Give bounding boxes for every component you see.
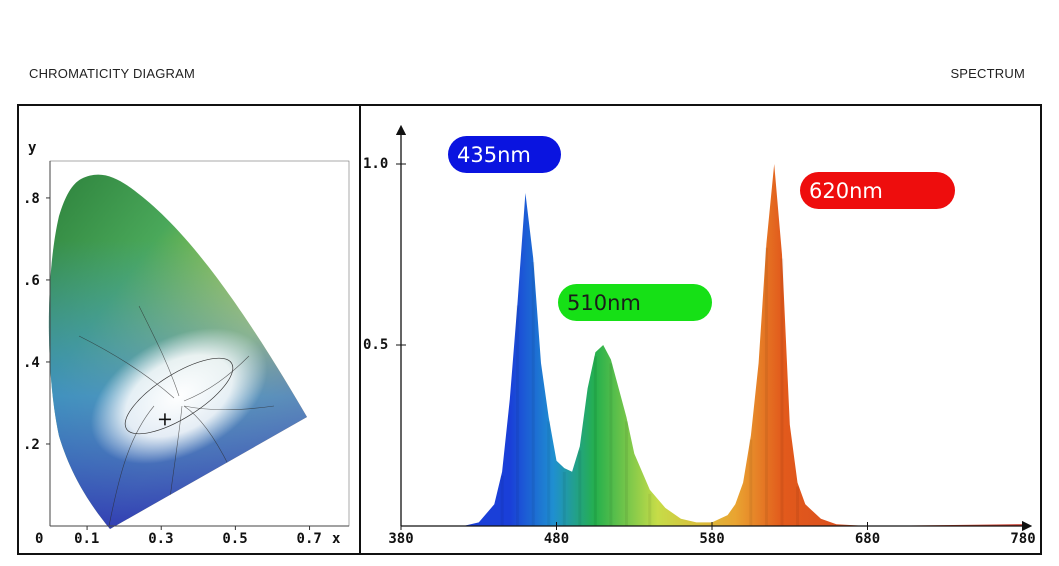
cie-x-tick-label: 0 bbox=[35, 531, 43, 547]
chromaticity-title: CHROMATICITY DIAGRAM bbox=[29, 66, 196, 81]
spectrum-y-tick-label: 1.0 bbox=[363, 156, 388, 172]
spectrum-curve bbox=[401, 164, 1023, 526]
cie-x-axis-letter: x bbox=[332, 531, 341, 547]
cie-y-tick-label: .4 bbox=[23, 355, 40, 371]
peak-label-blue: 435nm bbox=[448, 136, 561, 173]
cie-y-tick-label: .6 bbox=[23, 273, 40, 289]
cie-y-tick-label: .8 bbox=[23, 191, 40, 207]
spectrum-title: SPECTRUM bbox=[950, 66, 1025, 81]
spectrum-area bbox=[401, 164, 1023, 526]
cie-y-tick-label: .2 bbox=[23, 437, 40, 453]
cie-x-tick-label: 0.3 bbox=[148, 531, 173, 547]
spectrum-x-tick-labels: 380 480 580 680 780 bbox=[388, 522, 1036, 547]
spectrum-y-tick-label: 0.5 bbox=[363, 337, 388, 353]
spectrum-x-tick-label: 380 bbox=[388, 531, 413, 547]
cie-tick-labels: y .8 .6 .4 .2 0 0.1 0.3 0.5 0.7 x bbox=[23, 140, 341, 547]
cie-y-axis-letter: y bbox=[28, 140, 37, 156]
chromaticity-panel: y .8 .6 .4 .2 0 0.1 0.3 0.5 0.7 x bbox=[17, 104, 361, 555]
cie-x-tick-label: 0.5 bbox=[222, 531, 247, 547]
spectrum-axes bbox=[395, 124, 1033, 532]
peak-label-red: 620nm bbox=[800, 172, 955, 209]
spectrum-x-tick-label: 780 bbox=[1010, 531, 1035, 547]
cie-ticks bbox=[46, 197, 311, 530]
cie-x-tick-label: 0.1 bbox=[74, 531, 99, 547]
cie-x-tick-label: 0.7 bbox=[297, 531, 322, 547]
white-point-cross bbox=[158, 413, 171, 426]
spectrum-x-tick-label: 680 bbox=[855, 531, 880, 547]
cie-horseshoe bbox=[48, 174, 308, 530]
spectrum-y-tick-labels: 1.0 0.5 bbox=[363, 156, 406, 353]
cie-plot-frame bbox=[49, 160, 350, 527]
spectrum-chart: 380 480 580 680 780 1.0 0.5 bbox=[363, 124, 1036, 547]
chromaticity-diagram: y .8 .6 .4 .2 0 0.1 0.3 0.5 0.7 x bbox=[23, 140, 350, 547]
spectrum-x-tick-label: 480 bbox=[544, 531, 569, 547]
peak-label-green: 510nm bbox=[558, 284, 712, 321]
spectrum-x-tick-label: 580 bbox=[699, 531, 724, 547]
